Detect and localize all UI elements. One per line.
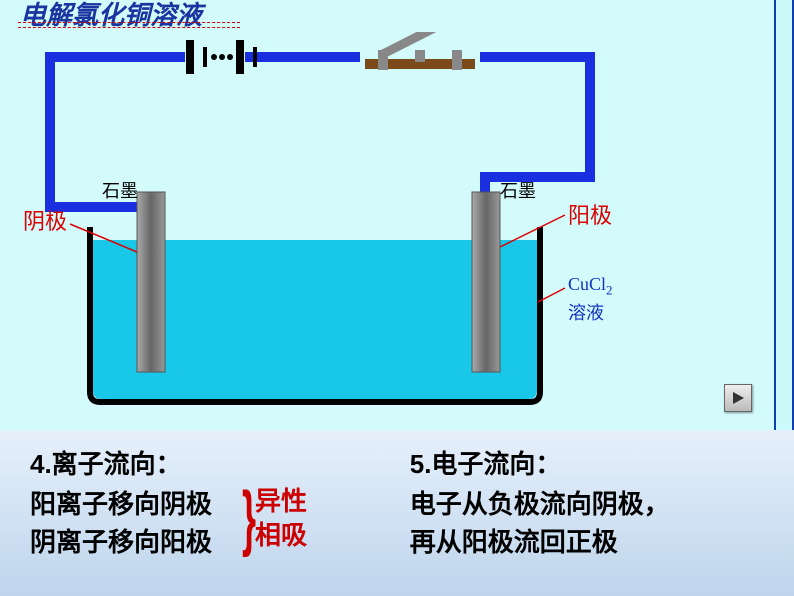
- solution-formula: CuCl: [568, 274, 606, 294]
- q5-title: 5.电子流向：: [410, 444, 770, 481]
- panel-divider: [774, 0, 792, 430]
- bracket-line1: 异性: [255, 486, 307, 516]
- solution-text: 溶液: [568, 303, 604, 323]
- diagram-panel: 电解氯化铜溶液: [0, 0, 794, 430]
- play-icon: [731, 391, 745, 405]
- q4-title: 4.离子流向：: [30, 444, 410, 481]
- brace-icon: }: [242, 484, 256, 552]
- cathode-label: 阴极: [23, 204, 67, 236]
- q4-line2: 阴离子移向阳极: [30, 523, 410, 561]
- electrolysis-diagram: 阴极 石墨 石墨 阳极 CuCl2 溶液: [20, 32, 772, 424]
- q5-block: 5.电子流向： 电子从负极流向阴极， 再从阳极流回正极: [410, 444, 770, 596]
- solution-label: CuCl2 溶液: [568, 274, 613, 325]
- notes-panel: 4.离子流向： 阳离子移向阴极 阴离子移向阳极 } 异性 相吸 5.电子流向： …: [0, 430, 794, 596]
- graphite-right-label: 石墨: [500, 177, 536, 203]
- solution-subscript: 2: [606, 283, 613, 298]
- graphite-left-label: 石墨: [102, 177, 138, 203]
- q5-line1: 电子从负极流向阴极，: [410, 485, 770, 523]
- bracket-annotation: } 异性 相吸: [235, 484, 307, 552]
- title-underline: [18, 22, 240, 30]
- play-button[interactable]: [724, 384, 752, 412]
- diagram-svg: [20, 32, 772, 424]
- q4-block: 4.离子流向： 阳离子移向阴极 阴离子移向阳极 } 异性 相吸: [30, 444, 410, 596]
- bracket-text: 异性 相吸: [255, 484, 307, 552]
- bracket-line2: 相吸: [255, 520, 307, 550]
- anode-label: 阳极: [568, 198, 612, 230]
- q4-line1: 阳离子移向阴极: [30, 485, 410, 523]
- q5-line2: 再从阳极流回正极: [410, 523, 770, 561]
